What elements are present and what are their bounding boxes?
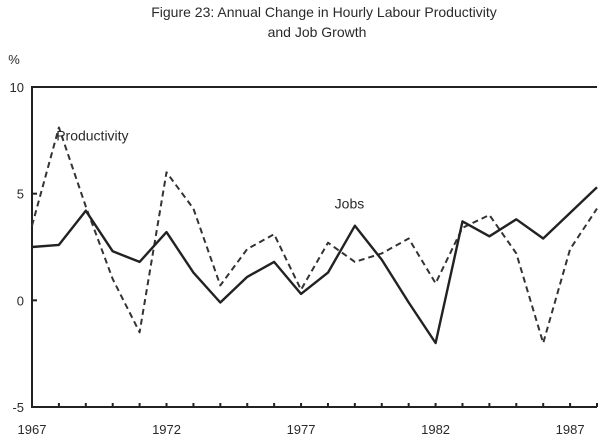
data-point-jobs — [488, 235, 490, 237]
series-line-productivity — [31, 126, 598, 344]
data-point-jobs — [542, 237, 544, 239]
data-point-jobs — [246, 276, 248, 278]
y-axis-label: % — [8, 52, 20, 67]
data-point-productivity — [488, 214, 490, 216]
x-tick-label: 1977 — [287, 422, 316, 437]
data-point-jobs — [327, 271, 329, 273]
data-point-jobs — [219, 301, 221, 303]
data-point-jobs — [138, 261, 140, 263]
data-point-productivity — [569, 248, 571, 250]
data-point-productivity — [112, 278, 114, 280]
data-point-jobs — [300, 293, 302, 295]
data-point-productivity — [273, 233, 275, 235]
data-point-productivity — [300, 288, 302, 290]
data-point-jobs — [354, 224, 356, 226]
data-point-productivity — [31, 224, 33, 226]
data-point-jobs — [192, 271, 194, 273]
data-point-productivity — [596, 207, 598, 209]
data-point-jobs — [85, 210, 87, 212]
x-tick-label: 1987 — [556, 422, 585, 437]
y-tick-label: 10 — [10, 80, 24, 95]
x-axis-ticks: 1967 1972 1977 1982 1987 — [18, 403, 598, 437]
y-tick-label: -5 — [12, 400, 24, 415]
chart-subtitle: and Job Growth — [268, 24, 367, 40]
data-point-productivity — [85, 205, 87, 207]
annotation-jobs: Jobs — [335, 196, 365, 212]
data-point-jobs — [461, 220, 463, 222]
data-point-jobs — [434, 342, 436, 344]
data-point-productivity — [165, 171, 167, 173]
data-point-productivity — [192, 207, 194, 209]
data-point-productivity — [327, 242, 329, 244]
data-point-productivity — [542, 342, 544, 344]
x-tick-label: 1967 — [18, 422, 47, 437]
data-point-productivity — [381, 252, 383, 254]
data-point-jobs — [569, 212, 571, 214]
annotation-layer: Productivity Jobs — [56, 127, 364, 211]
data-point-productivity — [434, 282, 436, 284]
data-point-jobs — [381, 259, 383, 261]
data-point-jobs — [31, 246, 33, 248]
data-point-jobs — [273, 261, 275, 263]
data-point-productivity — [354, 261, 356, 263]
data-point-productivity — [246, 248, 248, 250]
data-point-jobs — [58, 244, 60, 246]
y-tick-label: 5 — [17, 187, 24, 202]
x-tick-label: 1972 — [152, 422, 181, 437]
data-point-productivity — [138, 331, 140, 333]
series-line-jobs — [31, 186, 598, 345]
data-point-productivity — [515, 252, 517, 254]
series-layer — [31, 126, 598, 345]
x-tick-label: 1982 — [421, 422, 450, 437]
data-point-jobs — [407, 301, 409, 303]
y-tick-label: 0 — [17, 293, 24, 308]
data-point-jobs — [112, 250, 114, 252]
data-point-jobs — [165, 231, 167, 233]
annotation-productivity: Productivity — [56, 127, 128, 143]
data-point-productivity — [407, 237, 409, 239]
data-point-productivity — [219, 284, 221, 286]
y-axis-ticks: 10 5 0 -5 — [10, 80, 37, 415]
chart-title: Figure 23: Annual Change in Hourly Labou… — [151, 4, 497, 20]
data-point-jobs — [596, 186, 598, 188]
data-point-jobs — [515, 218, 517, 220]
